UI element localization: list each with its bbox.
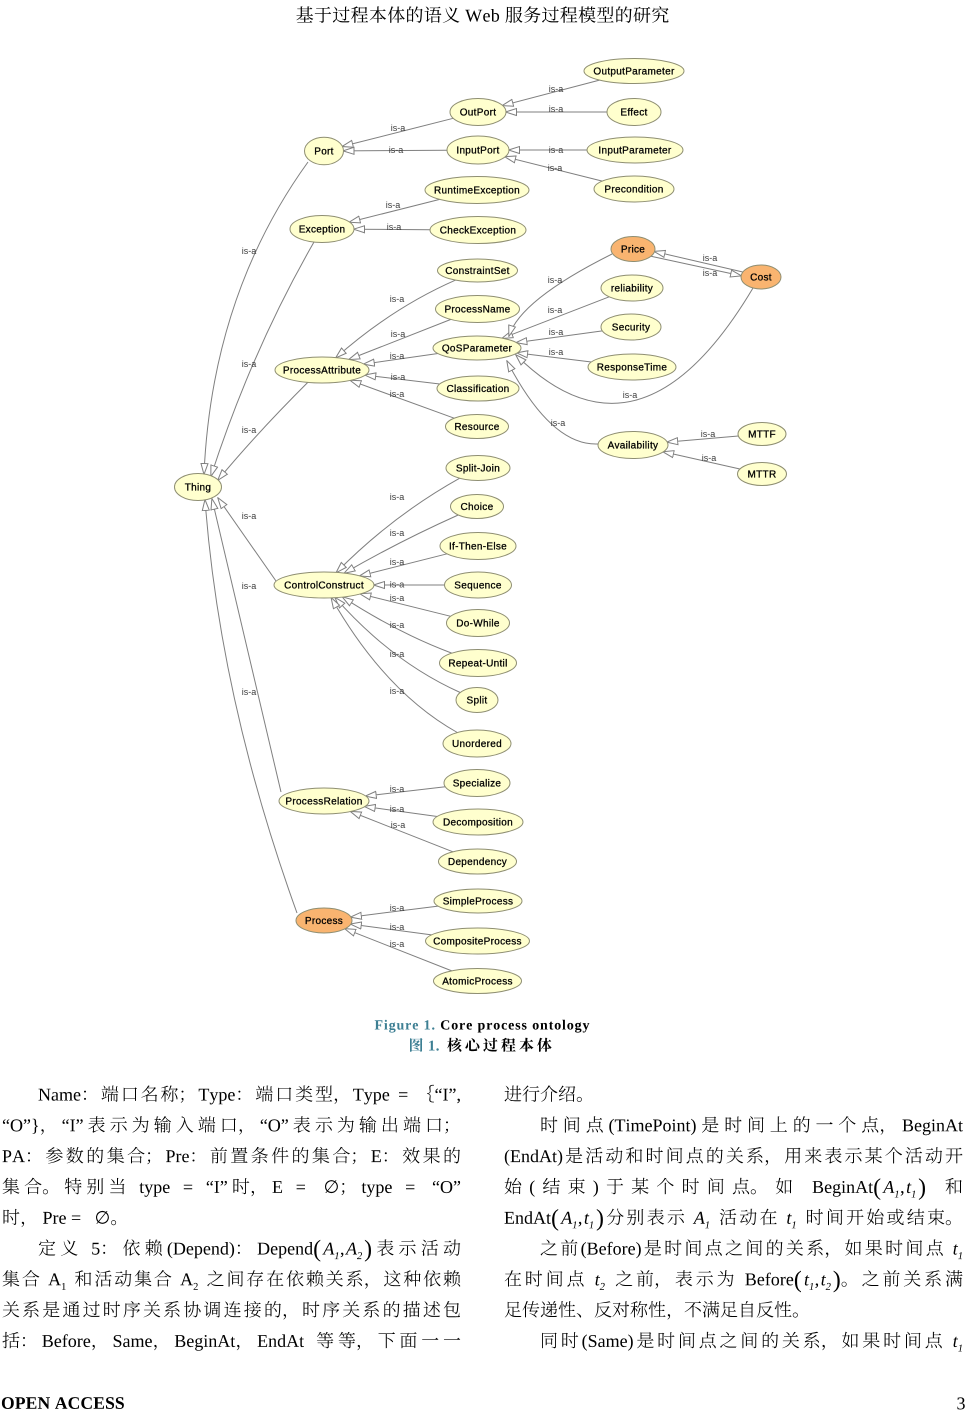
svg-text:is-a: is-a bbox=[390, 939, 405, 949]
svg-text:is-a: is-a bbox=[390, 528, 405, 538]
svg-text:Specialize: Specialize bbox=[453, 779, 502, 790]
svg-text:is-a: is-a bbox=[242, 246, 257, 256]
svg-text:is-a: is-a bbox=[242, 359, 257, 369]
svg-text:ProcessRelation: ProcessRelation bbox=[285, 797, 362, 808]
svg-text:ProcessAttribute: ProcessAttribute bbox=[283, 366, 361, 377]
svg-text:is-a: is-a bbox=[390, 294, 405, 304]
svg-text:is-a: is-a bbox=[386, 200, 401, 210]
svg-text:MTTR: MTTR bbox=[748, 470, 777, 481]
svg-text:is-a: is-a bbox=[390, 784, 405, 794]
svg-text:is-a: is-a bbox=[242, 687, 257, 697]
svg-text:is-a: is-a bbox=[391, 820, 406, 830]
svg-text:is-a: is-a bbox=[390, 593, 405, 603]
svg-text:is-a: is-a bbox=[391, 329, 406, 339]
svg-text:RuntimeException: RuntimeException bbox=[434, 186, 520, 197]
svg-text:InputParameter: InputParameter bbox=[598, 146, 671, 157]
svg-text:OutputParameter: OutputParameter bbox=[593, 67, 675, 78]
svg-text:Availability: Availability bbox=[608, 441, 659, 452]
svg-text:Decomposition: Decomposition bbox=[443, 818, 513, 829]
svg-text:MTTF: MTTF bbox=[748, 430, 776, 441]
svg-text:is-a: is-a bbox=[390, 580, 405, 590]
svg-text:is-a: is-a bbox=[390, 389, 405, 399]
svg-text:is-a: is-a bbox=[242, 511, 257, 521]
svg-text:is-a: is-a bbox=[391, 372, 406, 382]
svg-text:Precondition: Precondition bbox=[604, 185, 663, 196]
svg-text:Security: Security bbox=[612, 323, 651, 334]
svg-text:CompositeProcess: CompositeProcess bbox=[433, 937, 522, 948]
svg-text:ProcessName: ProcessName bbox=[444, 305, 510, 316]
svg-text:Effect: Effect bbox=[620, 108, 647, 119]
svg-text:is-a: is-a bbox=[390, 492, 405, 502]
svg-text:is-a: is-a bbox=[390, 557, 405, 567]
svg-text:Choice: Choice bbox=[461, 502, 494, 513]
svg-text:ResponseTime: ResponseTime bbox=[597, 363, 668, 374]
svg-text:Dependency: Dependency bbox=[448, 857, 507, 868]
svg-text:is-a: is-a bbox=[242, 581, 257, 591]
svg-text:is-a: is-a bbox=[387, 222, 402, 232]
svg-text:Do-While: Do-While bbox=[456, 619, 500, 630]
svg-text:is-a: is-a bbox=[390, 804, 405, 814]
svg-text:is-a: is-a bbox=[548, 163, 563, 173]
svg-text:is-a: is-a bbox=[242, 425, 257, 435]
svg-text:ControlConstruct: ControlConstruct bbox=[284, 581, 364, 592]
svg-text:reliability: reliability bbox=[611, 284, 653, 295]
svg-text:If-Then-Else: If-Then-Else bbox=[449, 542, 507, 553]
svg-text:AtomicProcess: AtomicProcess bbox=[442, 977, 513, 988]
svg-text:is-a: is-a bbox=[390, 922, 405, 932]
svg-text:Port: Port bbox=[314, 147, 334, 158]
svg-text:OutPort: OutPort bbox=[460, 108, 497, 119]
svg-text:is-a: is-a bbox=[389, 145, 404, 155]
svg-text:Price: Price bbox=[621, 245, 645, 256]
svg-text:QoSParameter: QoSParameter bbox=[442, 344, 513, 355]
svg-text:Repeat-Until: Repeat-Until bbox=[448, 659, 507, 670]
svg-text:Cost: Cost bbox=[750, 273, 772, 284]
svg-text:Sequence: Sequence bbox=[454, 581, 502, 592]
svg-text:Unordered: Unordered bbox=[452, 739, 502, 750]
svg-text:is-a: is-a bbox=[703, 253, 718, 263]
svg-text:is-a: is-a bbox=[390, 620, 405, 630]
svg-text:is-a: is-a bbox=[702, 453, 717, 463]
svg-text:is-a: is-a bbox=[391, 123, 406, 133]
svg-text:Classification: Classification bbox=[446, 384, 509, 395]
svg-text:Split-Join: Split-Join bbox=[456, 464, 500, 475]
svg-text:is-a: is-a bbox=[548, 275, 563, 285]
svg-text:Resource: Resource bbox=[454, 422, 499, 433]
svg-text:is-a: is-a bbox=[390, 351, 405, 361]
svg-text:is-a: is-a bbox=[549, 145, 564, 155]
svg-text:is-a: is-a bbox=[623, 390, 638, 400]
svg-text:is-a: is-a bbox=[549, 84, 564, 94]
svg-text:Thing: Thing bbox=[185, 483, 212, 494]
svg-text:is-a: is-a bbox=[549, 327, 564, 337]
svg-text:SimpleProcess: SimpleProcess bbox=[443, 897, 514, 908]
svg-text:ConstraintSet: ConstraintSet bbox=[445, 266, 510, 277]
svg-text:is-a: is-a bbox=[551, 418, 566, 428]
svg-text:Process: Process bbox=[305, 916, 343, 927]
svg-text:is-a: is-a bbox=[549, 104, 564, 114]
svg-text:is-a: is-a bbox=[703, 268, 718, 278]
svg-text:is-a: is-a bbox=[390, 686, 405, 696]
svg-text:CheckException: CheckException bbox=[440, 226, 516, 237]
svg-text:is-a: is-a bbox=[390, 649, 405, 659]
svg-text:is-a: is-a bbox=[549, 347, 564, 357]
svg-text:Exception: Exception bbox=[299, 225, 346, 236]
svg-text:is-a: is-a bbox=[701, 429, 716, 439]
svg-text:is-a: is-a bbox=[390, 903, 405, 913]
svg-text:Split: Split bbox=[467, 696, 488, 707]
svg-text:is-a: is-a bbox=[548, 305, 563, 315]
svg-text:InputPort: InputPort bbox=[456, 146, 499, 157]
